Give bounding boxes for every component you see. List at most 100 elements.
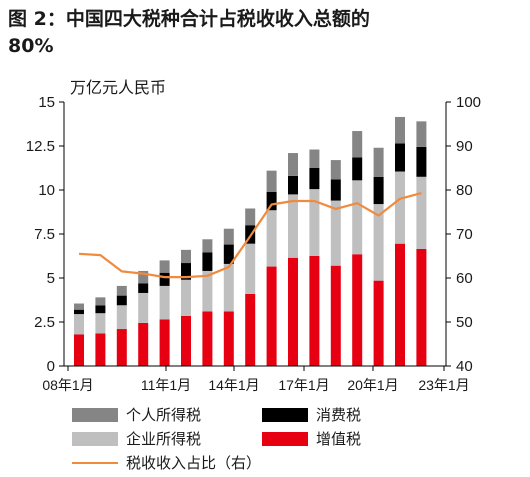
personal-income-tax-bar [202, 239, 213, 253]
vat-bar [223, 311, 234, 366]
corporate-income-tax-bar [416, 176, 427, 249]
consumption-tax-bar [352, 157, 363, 181]
consumption-tax-bar [223, 244, 234, 264]
corporate-income-tax-bar [181, 279, 191, 316]
vat-bar [395, 243, 405, 366]
right-tick-label: 80 [456, 182, 473, 199]
corporate-income-tax-bar [202, 270, 213, 312]
right-tick-label: 100 [456, 94, 481, 111]
legend-swatch-corporate-income-tax [72, 431, 118, 446]
personal-income-tax-bar [416, 121, 427, 147]
right-tick-label: 60 [456, 270, 473, 287]
chart-title: 图 2：中国四大税种合计占税收收入总额的 80% [8, 6, 518, 60]
consumption-tax-bar [159, 272, 170, 286]
vat-bar [116, 329, 127, 366]
corporate-income-tax-bar [309, 189, 320, 256]
legend-label-vat: 增值税 [316, 430, 362, 448]
x-tick-label: 17年1月 [278, 377, 329, 393]
corporate-income-tax-bar [116, 305, 127, 330]
right-tick-label: 40 [456, 358, 473, 375]
x-tick-label: 08年1月 [42, 377, 93, 393]
consumption-tax-bar [416, 146, 427, 177]
personal-income-tax-bar [330, 160, 341, 180]
vat-bar [352, 254, 363, 366]
left-tick-label: 7.5 [34, 226, 55, 243]
corporate-income-tax-bar [395, 171, 405, 244]
legend-item-vat: 增值税 [262, 428, 361, 449]
consumption-tax-bar [395, 143, 405, 172]
left-tick-label: 2.5 [34, 314, 55, 331]
consumption-tax-bar [373, 176, 384, 205]
corporate-income-tax-bar [288, 194, 298, 258]
corporate-income-tax-bar [74, 314, 84, 335]
corporate-income-tax-bar [245, 243, 256, 294]
legend-label-corporate-income-tax: 企业所得税 [126, 430, 202, 448]
consumption-tax-bar [288, 175, 298, 195]
chart-title-line-2: 80% [8, 35, 54, 57]
vat-bar [416, 248, 427, 366]
personal-income-tax-bar [266, 170, 277, 192]
vat-bar [74, 334, 84, 366]
tax-share-line [78, 192, 422, 279]
personal-income-tax-bar [138, 270, 149, 284]
consumption-tax-bar [116, 295, 127, 306]
legend-swatch-vat [262, 431, 308, 446]
corporate-income-tax-bar [266, 210, 277, 267]
personal-income-tax-bar [245, 208, 256, 226]
consumption-tax-bar [202, 252, 213, 271]
personal-income-tax-bar [181, 249, 191, 264]
vat-bar [373, 280, 384, 366]
right-tick-label: 50 [456, 314, 473, 331]
unit-label: 万亿元人民币 [70, 78, 167, 97]
chart-title-line-1: 图 2：中国四大税种合计占税收收入总额的 [8, 8, 370, 30]
vat-bar [95, 333, 106, 366]
vat-bar [330, 265, 341, 366]
consumption-tax-bar [74, 309, 84, 315]
consumption-tax-bar [181, 263, 191, 280]
personal-income-tax-bar [373, 147, 384, 177]
x-tick-label: 14年1月 [208, 377, 259, 393]
left-tick-label: 12.5 [26, 138, 55, 155]
personal-income-tax-bar [95, 297, 106, 306]
consumption-tax-bar [309, 168, 320, 190]
legend-item-tax-share-line: 税收收入占比（右） [72, 452, 261, 473]
personal-income-tax-bar [309, 149, 320, 168]
consumption-tax-bar [138, 283, 149, 293]
personal-income-tax-bar [395, 116, 405, 144]
legend-item-corporate-income-tax: 企业所得税 [72, 428, 201, 449]
corporate-income-tax-bar [373, 204, 384, 281]
left-tick-label: 0 [47, 358, 55, 375]
corporate-income-tax-bar [223, 263, 234, 312]
left-tick-label: 15 [38, 94, 55, 111]
personal-income-tax-bar [74, 303, 84, 310]
x-tick-label: 11年1月 [141, 377, 191, 393]
vat-bar [202, 311, 213, 366]
consumption-tax-bar [266, 191, 277, 211]
right-tick-label: 70 [456, 226, 473, 243]
personal-income-tax-bar [288, 153, 298, 176]
vat-bar [309, 256, 320, 366]
left-tick-label: 5 [47, 270, 55, 287]
vat-bar [181, 315, 191, 366]
legend-label-personal-income-tax: 个人所得税 [126, 406, 202, 424]
legend-label-tax-share-line: 税收收入占比（右） [126, 454, 262, 472]
consumption-tax-bar [95, 305, 106, 314]
x-tick-label: 20年1月 [347, 377, 398, 393]
vat-bar [159, 319, 170, 366]
corporate-income-tax-bar [95, 313, 106, 334]
legend-swatch-personal-income-tax [72, 407, 118, 422]
consumption-tax-bar [330, 179, 341, 201]
corporate-income-tax-bar [159, 285, 170, 320]
personal-income-tax-bar [352, 131, 363, 158]
legend-swatch-tax-share-line [72, 461, 118, 464]
personal-income-tax-bar [116, 285, 127, 296]
corporate-income-tax-bar [138, 292, 149, 323]
legend-item-personal-income-tax: 个人所得税 [72, 404, 201, 425]
right-tick-label: 90 [456, 138, 473, 155]
corporate-income-tax-bar [330, 200, 341, 266]
legend-label-consumption-tax: 消费税 [316, 406, 362, 424]
vat-bar [245, 293, 256, 366]
vat-bar [288, 257, 298, 366]
corporate-income-tax-bar [352, 180, 363, 255]
